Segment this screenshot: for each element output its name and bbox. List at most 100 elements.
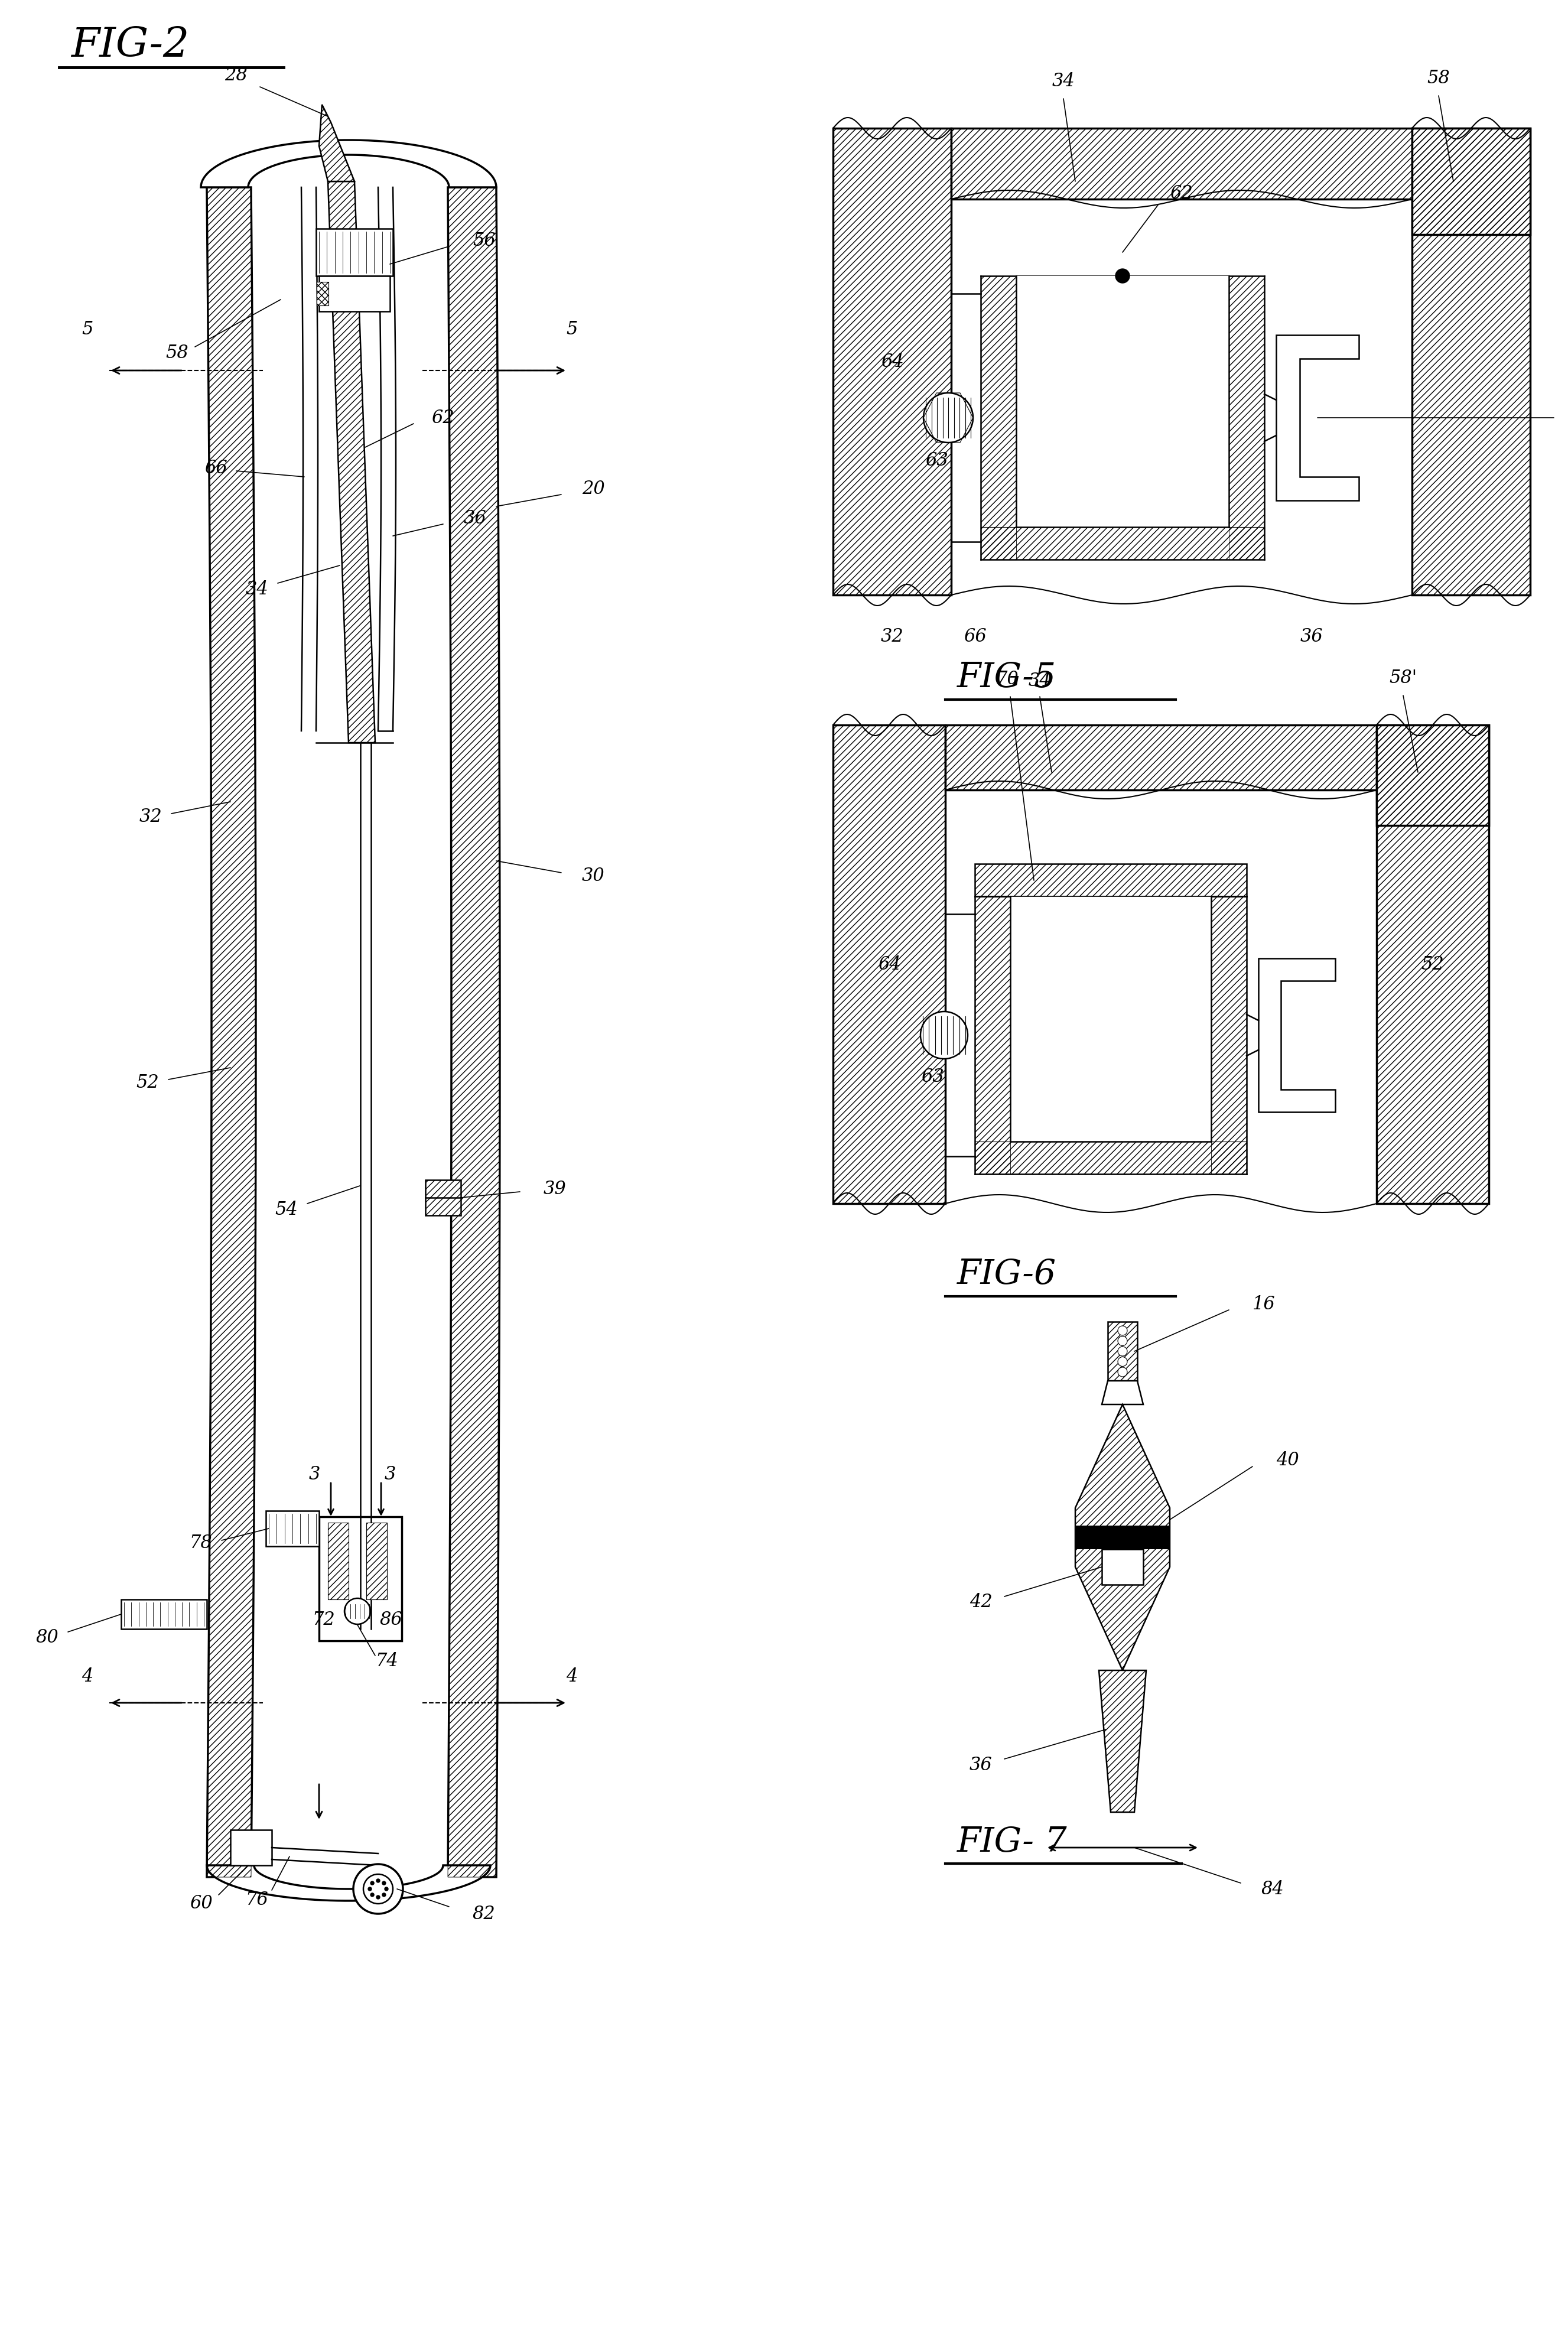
Circle shape — [1118, 1326, 1127, 1335]
Polygon shape — [328, 1522, 348, 1599]
Circle shape — [368, 1887, 372, 1891]
Text: FIG- 7: FIG- 7 — [956, 1826, 1068, 1859]
Polygon shape — [975, 1141, 1247, 1174]
Polygon shape — [230, 1831, 271, 1866]
Text: 5: 5 — [566, 320, 577, 339]
Polygon shape — [317, 283, 328, 306]
Polygon shape — [952, 129, 1413, 199]
Text: 36: 36 — [464, 510, 486, 528]
Text: 56: 56 — [472, 231, 495, 250]
Text: 16: 16 — [1253, 1295, 1275, 1314]
Circle shape — [920, 1012, 967, 1059]
Polygon shape — [1413, 129, 1530, 234]
Text: 34: 34 — [246, 580, 268, 599]
Text: 58: 58 — [1427, 68, 1450, 87]
Polygon shape — [980, 526, 1264, 559]
Text: 72: 72 — [312, 1611, 336, 1630]
Polygon shape — [318, 105, 354, 182]
Text: 52: 52 — [136, 1073, 158, 1092]
Text: 52: 52 — [1421, 956, 1444, 973]
Circle shape — [353, 1863, 403, 1915]
Polygon shape — [1099, 1669, 1146, 1812]
Text: 39: 39 — [544, 1181, 566, 1197]
Text: 66: 66 — [204, 458, 227, 477]
Polygon shape — [1276, 334, 1359, 500]
Polygon shape — [833, 129, 952, 594]
Circle shape — [364, 1875, 394, 1903]
Circle shape — [370, 1882, 375, 1884]
Text: 40: 40 — [1276, 1452, 1298, 1471]
Text: FIG-2: FIG-2 — [71, 26, 190, 65]
Text: 78: 78 — [190, 1534, 212, 1552]
Circle shape — [370, 1894, 375, 1896]
Polygon shape — [1377, 725, 1490, 825]
Text: 86: 86 — [379, 1611, 403, 1630]
Text: 54: 54 — [274, 1199, 298, 1218]
Text: 3: 3 — [384, 1466, 395, 1482]
Text: 84: 84 — [1261, 1880, 1284, 1898]
Text: 20: 20 — [582, 479, 605, 498]
Polygon shape — [425, 1181, 461, 1216]
Circle shape — [376, 1896, 379, 1898]
Circle shape — [384, 1887, 389, 1891]
Polygon shape — [946, 725, 1377, 790]
Text: 5: 5 — [82, 320, 93, 339]
Polygon shape — [833, 725, 946, 1204]
Text: FIG-5: FIG-5 — [956, 662, 1057, 694]
Polygon shape — [1076, 1527, 1170, 1550]
Polygon shape — [1413, 129, 1530, 594]
Text: 60: 60 — [190, 1894, 212, 1912]
Polygon shape — [317, 229, 394, 276]
Circle shape — [1118, 1356, 1127, 1365]
Polygon shape — [207, 187, 256, 1877]
Text: 36: 36 — [969, 1756, 993, 1775]
Text: 70: 70 — [996, 669, 1019, 687]
Text: FIG-6: FIG-6 — [956, 1258, 1057, 1291]
Circle shape — [1118, 1337, 1127, 1347]
Circle shape — [924, 393, 974, 442]
Circle shape — [345, 1599, 370, 1625]
Text: 28: 28 — [224, 65, 248, 84]
Polygon shape — [980, 276, 1016, 559]
Polygon shape — [318, 1517, 401, 1641]
Polygon shape — [1107, 1321, 1137, 1382]
Polygon shape — [1102, 1550, 1143, 1585]
Text: 63: 63 — [920, 1068, 944, 1085]
Polygon shape — [1076, 1405, 1170, 1669]
Polygon shape — [975, 895, 1010, 1174]
Polygon shape — [1259, 959, 1336, 1113]
Text: 64: 64 — [881, 353, 903, 372]
Text: 30: 30 — [582, 867, 605, 884]
Text: 64: 64 — [878, 956, 900, 973]
Text: 4: 4 — [82, 1667, 93, 1686]
Polygon shape — [121, 1599, 207, 1630]
Text: 76: 76 — [246, 1891, 268, 1908]
Polygon shape — [267, 1510, 318, 1545]
Text: 32: 32 — [881, 627, 903, 645]
Bar — [1016, 276, 1229, 526]
Polygon shape — [1229, 276, 1264, 559]
Text: 3: 3 — [309, 1466, 320, 1482]
Bar — [1010, 895, 1210, 1141]
Text: 42: 42 — [969, 1592, 993, 1611]
Circle shape — [1118, 1347, 1127, 1356]
Circle shape — [376, 1880, 379, 1882]
Text: 4: 4 — [566, 1667, 577, 1686]
Text: 66: 66 — [963, 627, 986, 645]
Polygon shape — [367, 1522, 387, 1599]
Text: 34: 34 — [1029, 671, 1051, 690]
Circle shape — [383, 1894, 386, 1896]
Polygon shape — [318, 276, 390, 311]
Text: 62: 62 — [1170, 185, 1193, 203]
Text: 82: 82 — [472, 1905, 495, 1922]
Polygon shape — [328, 182, 375, 743]
Text: 58': 58' — [1389, 669, 1417, 687]
Polygon shape — [201, 140, 497, 187]
Polygon shape — [1210, 895, 1247, 1174]
Text: 80: 80 — [36, 1630, 58, 1646]
Polygon shape — [975, 863, 1247, 895]
Text: 58: 58 — [166, 344, 188, 362]
Text: 74: 74 — [375, 1653, 398, 1672]
Text: 32: 32 — [140, 807, 162, 825]
Circle shape — [1118, 1368, 1127, 1377]
